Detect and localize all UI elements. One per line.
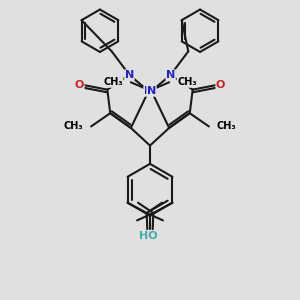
Text: N: N	[147, 86, 156, 96]
Text: CH₃: CH₃	[64, 122, 83, 131]
Text: O: O	[216, 80, 225, 90]
Text: N: N	[125, 70, 134, 80]
Text: CH₃: CH₃	[217, 122, 236, 131]
Text: N: N	[166, 70, 175, 80]
Text: HO: HO	[139, 231, 158, 241]
Text: CH₃: CH₃	[103, 77, 123, 87]
Text: N: N	[144, 86, 153, 96]
Text: CH₃: CH₃	[177, 77, 197, 87]
Text: O: O	[75, 80, 84, 90]
